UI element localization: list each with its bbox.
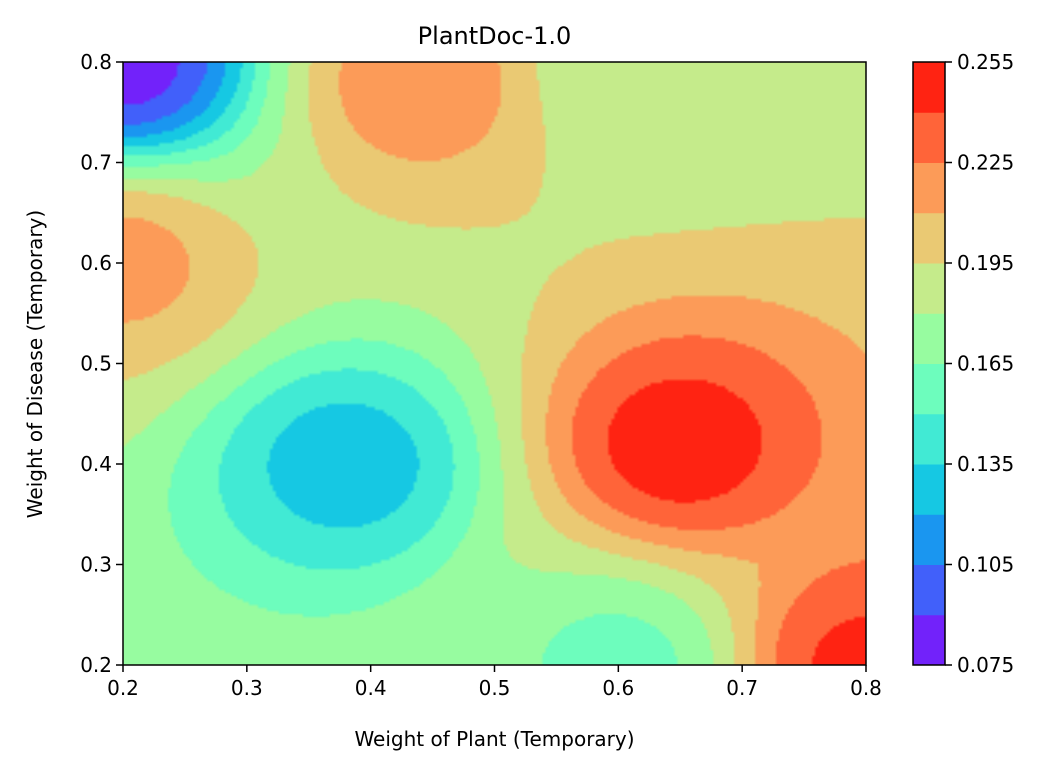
chart-title: PlantDoc-1.0 — [418, 22, 572, 50]
colorbar-band — [913, 614, 945, 666]
x-tick-label: 0.6 — [602, 676, 634, 700]
x-tick-label: 0.7 — [726, 676, 758, 700]
contour-plot-area — [123, 62, 866, 665]
colorbar-band — [913, 313, 945, 364]
colorbar-tick-label: 0.075 — [957, 653, 1014, 677]
x-tick-label: 0.2 — [107, 676, 139, 700]
colorbar-tick-label: 0.135 — [957, 452, 1014, 476]
y-tick-label: 0.8 — [80, 50, 112, 74]
colorbar-tick-label: 0.195 — [957, 251, 1014, 275]
colorbar-band — [913, 112, 945, 163]
colorbar-band — [913, 464, 945, 515]
y-tick-label: 0.4 — [80, 452, 112, 476]
colorbar-band — [913, 212, 945, 264]
x-axis-label: Weight of Plant (Temporary) — [354, 727, 634, 751]
x-tick-label: 0.5 — [479, 676, 511, 700]
colorbar-band — [913, 564, 945, 616]
colorbar — [913, 62, 945, 666]
colorbar-tick-label: 0.105 — [957, 553, 1014, 577]
y-axis-label: Weight of Disease (Temporary) — [23, 210, 47, 518]
colorbar-band — [913, 514, 945, 565]
x-tick-label: 0.3 — [231, 676, 263, 700]
colorbar-tick-label: 0.225 — [957, 151, 1014, 175]
colorbar-band — [913, 62, 945, 113]
colorbar-band — [913, 263, 945, 314]
colorbar-band — [913, 162, 945, 214]
x-axis: 0.2 0.3 0.4 0.5 0.6 0.7 0.8 — [107, 665, 882, 700]
colorbar-band — [913, 363, 945, 415]
contour-fill — [123, 62, 866, 665]
colorbar-tick-label: 0.255 — [957, 50, 1014, 74]
y-tick-label: 0.2 — [80, 653, 112, 677]
y-tick-label: 0.6 — [80, 251, 112, 275]
y-tick-label: 0.5 — [80, 352, 112, 376]
y-axis: 0.2 0.3 0.4 0.5 0.6 0.7 0.8 — [80, 50, 123, 677]
x-tick-label: 0.4 — [355, 676, 387, 700]
y-tick-label: 0.7 — [80, 151, 112, 175]
colorbar-band — [913, 413, 945, 465]
x-tick-label: 0.8 — [850, 676, 882, 700]
y-tick-label: 0.3 — [80, 553, 112, 577]
colorbar-ticks: 0.075 0.105 0.135 0.165 0.195 0.225 0.255 — [945, 50, 1014, 677]
colorbar-tick-label: 0.165 — [957, 352, 1014, 376]
